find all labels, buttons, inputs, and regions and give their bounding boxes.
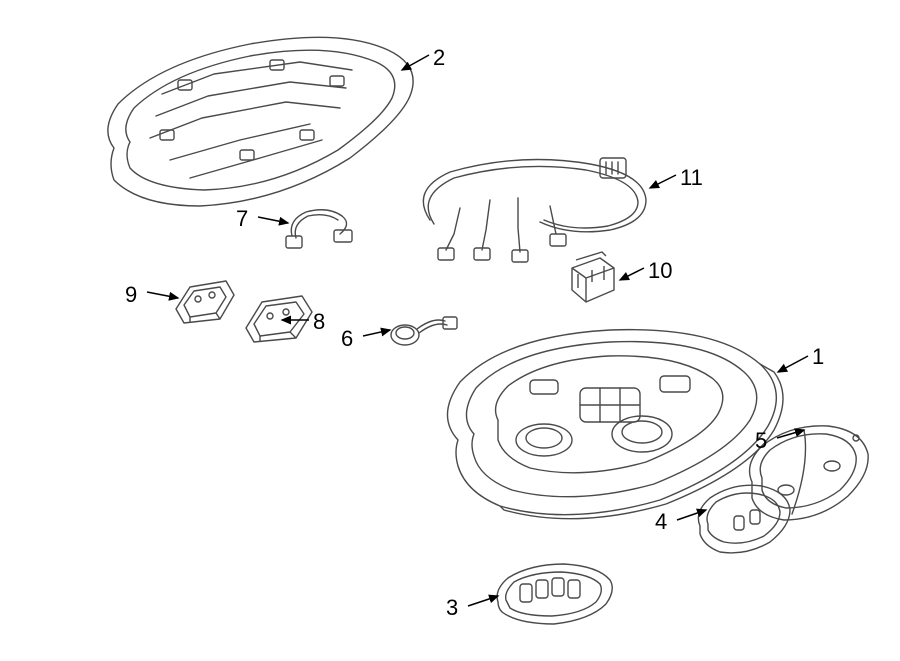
arrow-6	[363, 330, 390, 336]
part-trim-cover-small	[690, 480, 800, 560]
callout-label-1: 1	[812, 345, 824, 368]
arrow-10	[620, 268, 644, 280]
callout-arrows	[0, 0, 900, 661]
part-main-wiring-harness	[400, 150, 660, 280]
arrow-9	[147, 292, 178, 298]
arrow-7	[258, 217, 288, 223]
part-bracket-right	[240, 290, 318, 350]
part-bracket-left	[170, 275, 240, 330]
part-upper-housing	[90, 30, 430, 220]
callout-label-3: 3	[446, 596, 458, 619]
callout-label-5: 5	[755, 429, 767, 452]
callout-label-2: 2	[433, 46, 445, 69]
arrow-4	[677, 510, 706, 520]
arrow-11	[650, 175, 676, 188]
part-lower-housing	[430, 320, 790, 530]
arrow-2	[402, 55, 429, 70]
callout-label-9: 9	[125, 283, 137, 306]
part-sensor-module	[385, 305, 460, 355]
callout-label-7: 7	[236, 207, 248, 230]
callout-label-11: 11	[680, 166, 703, 189]
arrow-3	[468, 596, 498, 606]
callout-label-8: 8	[313, 310, 325, 333]
callout-label-6: 6	[341, 327, 353, 350]
callout-label-4: 4	[655, 510, 667, 533]
part-connector-module	[560, 250, 625, 310]
callout-label-10: 10	[648, 259, 672, 282]
diagram-stage: 1 2 3 4 5 6 7 8 9 10 11	[0, 0, 900, 661]
arrow-1	[778, 356, 808, 372]
part-short-harness	[280, 200, 370, 260]
part-switch-panel	[490, 560, 620, 630]
arrow-5	[777, 430, 804, 438]
